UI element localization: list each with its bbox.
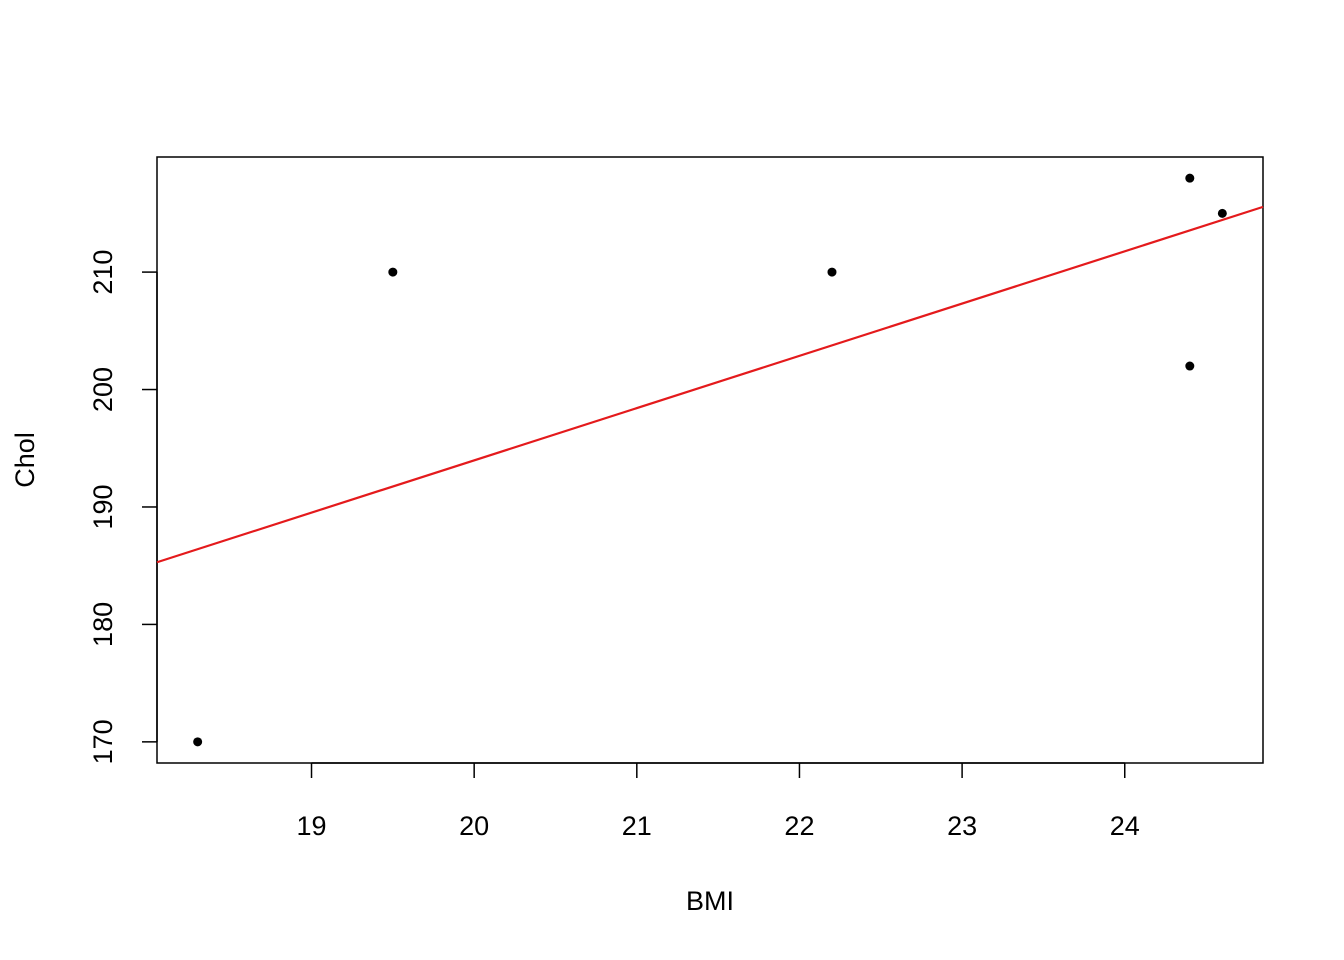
y-tick-label: 180 bbox=[88, 602, 118, 647]
y-tick-label: 190 bbox=[88, 484, 118, 529]
plot-content bbox=[156, 173, 1264, 747]
plot-frame bbox=[156, 156, 1264, 764]
x-axis: 19 20 21 22 23 24 bbox=[296, 762, 1140, 841]
x-tick-label: 19 bbox=[296, 811, 326, 841]
y-axis: 170 180 190 200 210 bbox=[88, 250, 158, 764]
x-axis-label: BMI bbox=[686, 886, 734, 916]
data-point bbox=[193, 737, 203, 747]
y-axis-label: Chol bbox=[10, 432, 40, 488]
x-tick-label: 21 bbox=[622, 811, 652, 841]
data-point bbox=[827, 267, 837, 277]
x-tick-label: 22 bbox=[784, 811, 814, 841]
data-point bbox=[388, 267, 398, 277]
x-tick-label: 20 bbox=[459, 811, 489, 841]
data-point bbox=[1185, 361, 1195, 371]
data-point bbox=[1217, 208, 1227, 218]
data-point bbox=[1185, 173, 1195, 183]
regression-line bbox=[156, 205, 1264, 564]
y-tick-label: 170 bbox=[88, 719, 118, 764]
y-tick-label: 200 bbox=[88, 367, 118, 412]
x-tick-label: 24 bbox=[1110, 811, 1140, 841]
x-tick-label: 23 bbox=[947, 811, 977, 841]
y-tick-label: 210 bbox=[88, 250, 118, 295]
